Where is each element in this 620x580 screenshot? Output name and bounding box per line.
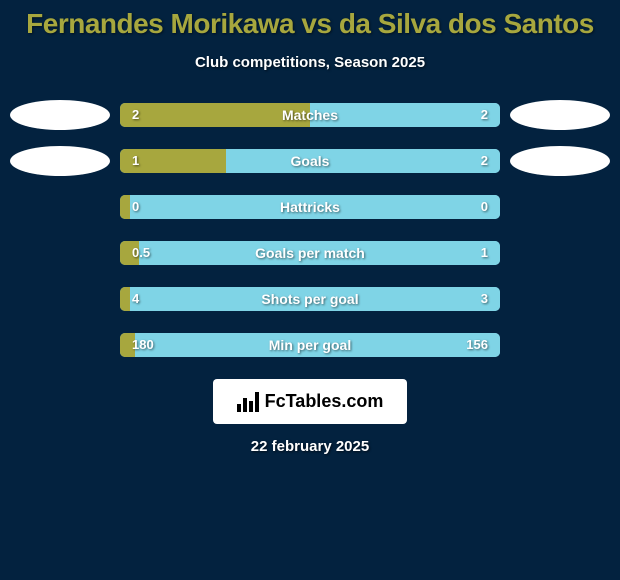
stat-bar: 0Hattricks0: [120, 195, 500, 219]
bar-label: Min per goal: [120, 333, 500, 357]
stat-bar: 4Shots per goal3: [120, 287, 500, 311]
stat-bar: 0.5Goals per match1: [120, 241, 500, 265]
comparison-bars: 2Matches21Goals20Hattricks00.5Goals per …: [0, 103, 620, 357]
stat-row: 0.5Goals per match1: [10, 241, 610, 265]
stat-row: 2Matches2: [10, 103, 610, 127]
left-badge-slot: [10, 100, 110, 130]
stat-row: 0Hattricks0: [10, 195, 610, 219]
brand-text: FcTables.com: [265, 391, 384, 412]
brand-box: FcTables.com: [213, 379, 408, 424]
club-badge-right: [510, 100, 610, 130]
stat-bar: 1Goals2: [120, 149, 500, 173]
stat-row: 1Goals2: [10, 149, 610, 173]
stat-bar: 2Matches2: [120, 103, 500, 127]
right-badge-slot: [510, 146, 610, 176]
chart-icon: [237, 392, 259, 412]
date-text: 22 february 2025: [0, 438, 620, 455]
bar-label: Hattricks: [120, 195, 500, 219]
subtitle: Club competitions, Season 2025: [0, 54, 620, 71]
club-badge-right: [510, 146, 610, 176]
bar-label: Goals per match: [120, 241, 500, 265]
stat-row: 4Shots per goal3: [10, 287, 610, 311]
club-badge-left: [10, 100, 110, 130]
bar-right-value: 0: [481, 195, 488, 219]
stat-row: 180Min per goal156: [10, 333, 610, 357]
bar-label: Shots per goal: [120, 287, 500, 311]
bar-right-value: 1: [481, 241, 488, 265]
left-badge-slot: [10, 146, 110, 176]
bar-right-value: 156: [466, 333, 488, 357]
club-badge-left: [10, 146, 110, 176]
bar-right-value: 3: [481, 287, 488, 311]
bar-label: Matches: [120, 103, 500, 127]
page-title: Fernandes Morikawa vs da Silva dos Santo…: [0, 0, 620, 40]
branding-wrap: FcTables.com: [0, 379, 620, 424]
right-badge-slot: [510, 100, 610, 130]
stat-bar: 180Min per goal156: [120, 333, 500, 357]
bar-label: Goals: [120, 149, 500, 173]
bar-right-value: 2: [481, 149, 488, 173]
bar-right-value: 2: [481, 103, 488, 127]
